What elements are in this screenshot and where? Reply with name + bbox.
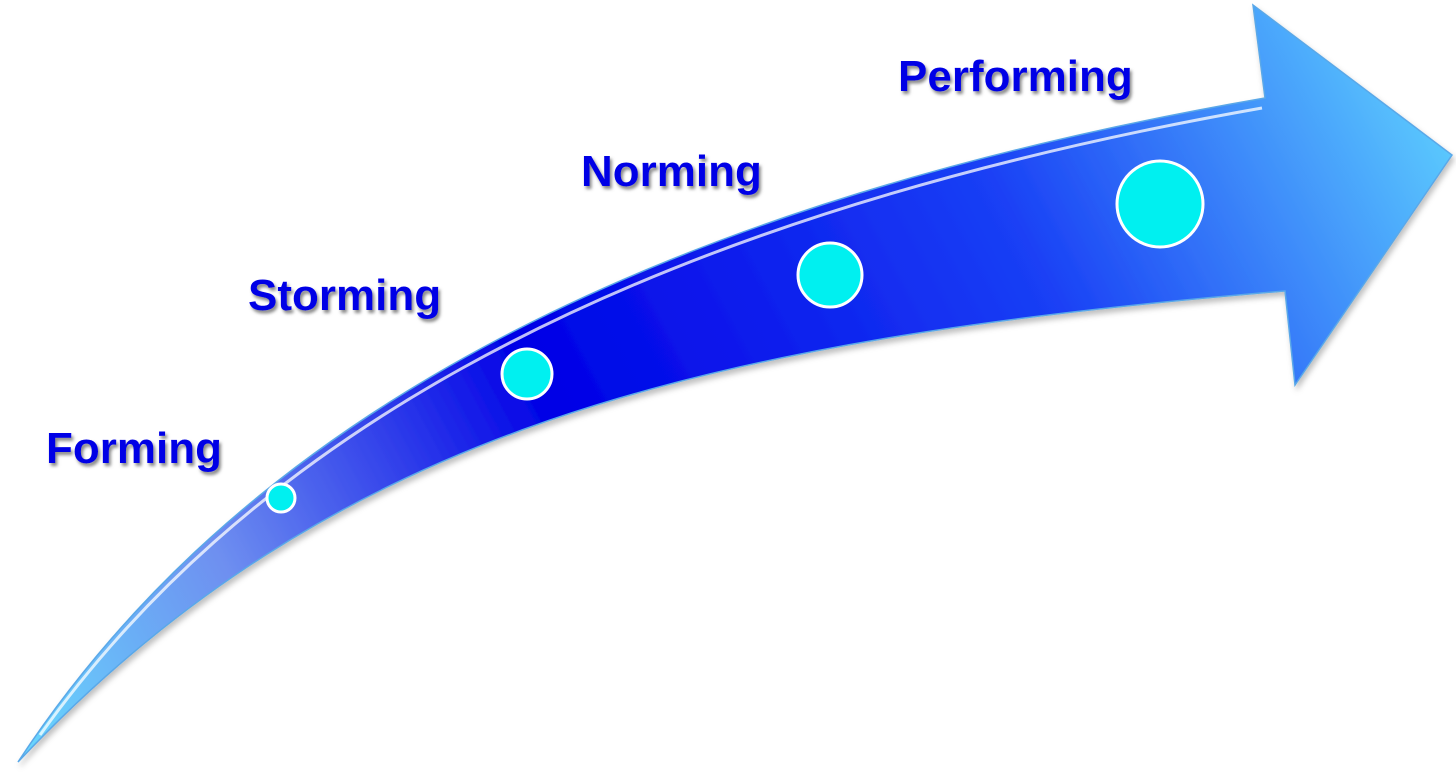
stage-label-performing: Performing	[898, 52, 1133, 101]
stage-label-norming: Norming	[581, 147, 762, 196]
stage-label-storming: Storming	[248, 271, 441, 320]
growth-arrow	[17, 3, 1454, 763]
stage-labels: Forming Storming Norming Performing	[46, 52, 1133, 473]
stage-marker-forming	[265, 482, 297, 514]
stage-label-forming: Forming	[46, 424, 222, 473]
stage-marker-storming	[500, 347, 554, 401]
stage-markers	[265, 159, 1205, 514]
arrow-highlight	[38, 106, 1263, 736]
stage-marker-norming	[796, 241, 864, 309]
stage-marker-performing	[1115, 159, 1205, 249]
